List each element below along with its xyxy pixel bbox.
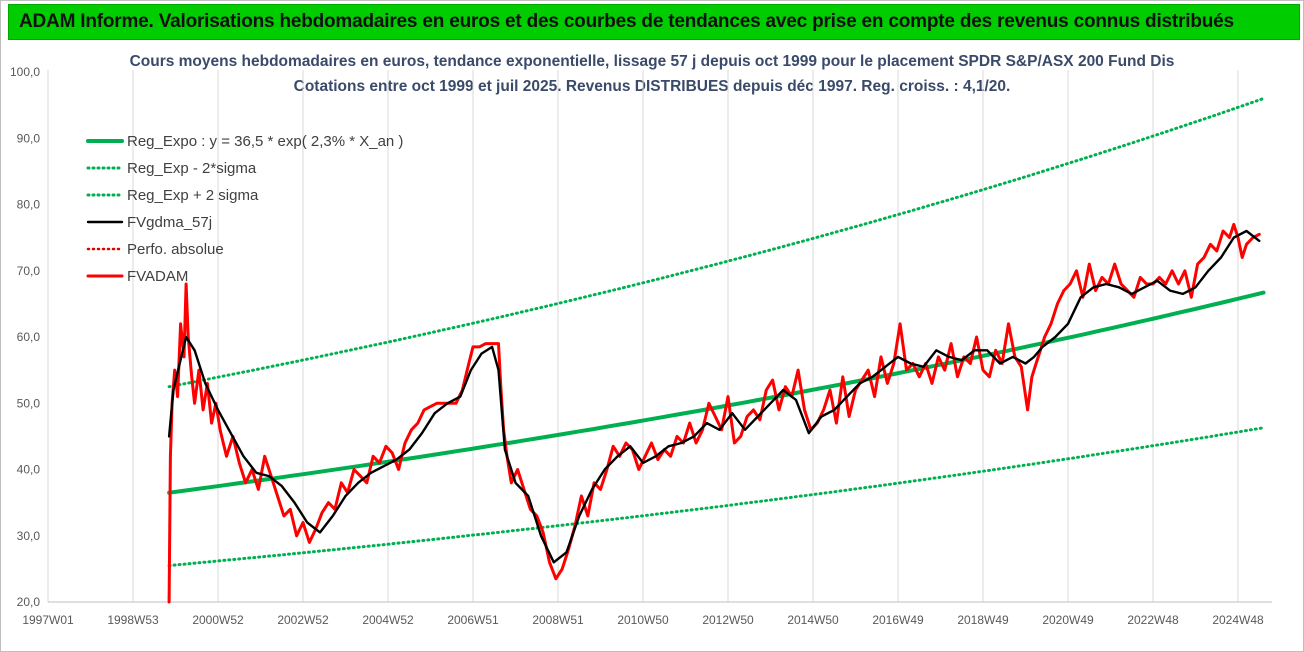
legend-fvgdma-57j-label: FVgdma_57j	[127, 214, 212, 231]
y-tick-label: 40,0	[17, 463, 41, 477]
x-tick-label: 2004W52	[362, 613, 414, 627]
x-tick-label: 2012W50	[702, 613, 754, 627]
series-layer	[167, 97, 1266, 604]
x-tick-label: 2000W52	[192, 613, 244, 627]
legend-reg-exp-plus-2sigma-label: Reg_Exp + 2 sigma	[127, 187, 259, 204]
y-tick-label: 100,0	[10, 65, 40, 79]
x-tick-label: 2020W49	[1042, 613, 1094, 627]
x-tick-label: 2010W50	[617, 613, 669, 627]
x-tick-label: 2024W48	[1212, 613, 1264, 627]
banner-title: ADAM Informe. Valorisations hebdomadaire…	[19, 11, 1234, 32]
y-tick-label: 60,0	[17, 330, 41, 344]
x-tick-label: 1997W01	[22, 613, 74, 627]
y-tick-label: 50,0	[17, 396, 41, 410]
legend-perfo-absolue-label: Perfo. absolue	[127, 241, 224, 258]
y-tick-label: 20,0	[17, 595, 41, 609]
x-tick-label: 2014W50	[787, 613, 839, 627]
legend-fvadam-label: FVADAM	[127, 268, 188, 285]
x-tick-label: 2022W48	[1127, 613, 1179, 627]
legend: Reg_Expo : y = 36,5 * exp( 2,3% * X_an )…	[86, 133, 403, 285]
series-fvgdma-57j	[167, 229, 1261, 564]
x-tick-label: 2008W51	[532, 613, 584, 627]
legend-reg-expo-label: Reg_Expo : y = 36,5 * exp( 2,3% * X_an )	[127, 133, 403, 150]
series-fvadam	[167, 222, 1261, 604]
x-tick-label: 2002W52	[277, 613, 329, 627]
banner: ADAM Informe. Valorisations hebdomadaire…	[8, 4, 1300, 40]
x-tick-label: 2006W51	[447, 613, 499, 627]
y-tick-label: 30,0	[17, 529, 41, 543]
x-tick-label: 1998W53	[107, 613, 159, 627]
legend-reg-exp-minus-2sigma-label: Reg_Exp - 2*sigma	[127, 160, 257, 177]
x-tick-label: 2016W49	[872, 613, 924, 627]
chart-title-line1: Cours moyens hebdomadaires en euros, ten…	[129, 53, 1175, 70]
series-reg-exp-plus-2sigma	[167, 97, 1265, 389]
y-tick-label: 90,0	[17, 131, 41, 145]
y-tick-label: 70,0	[17, 264, 41, 278]
y-tick-label: 80,0	[17, 198, 41, 212]
axis-layer: 1997W01 1998W53 2000W52 2002W52 2004W52 2006W…	[10, 65, 1272, 627]
series-reg-exp-minus-2sigma	[167, 426, 1265, 568]
x-tick-label: 2018W49	[957, 613, 1009, 627]
series-reg-expo	[167, 290, 1266, 495]
